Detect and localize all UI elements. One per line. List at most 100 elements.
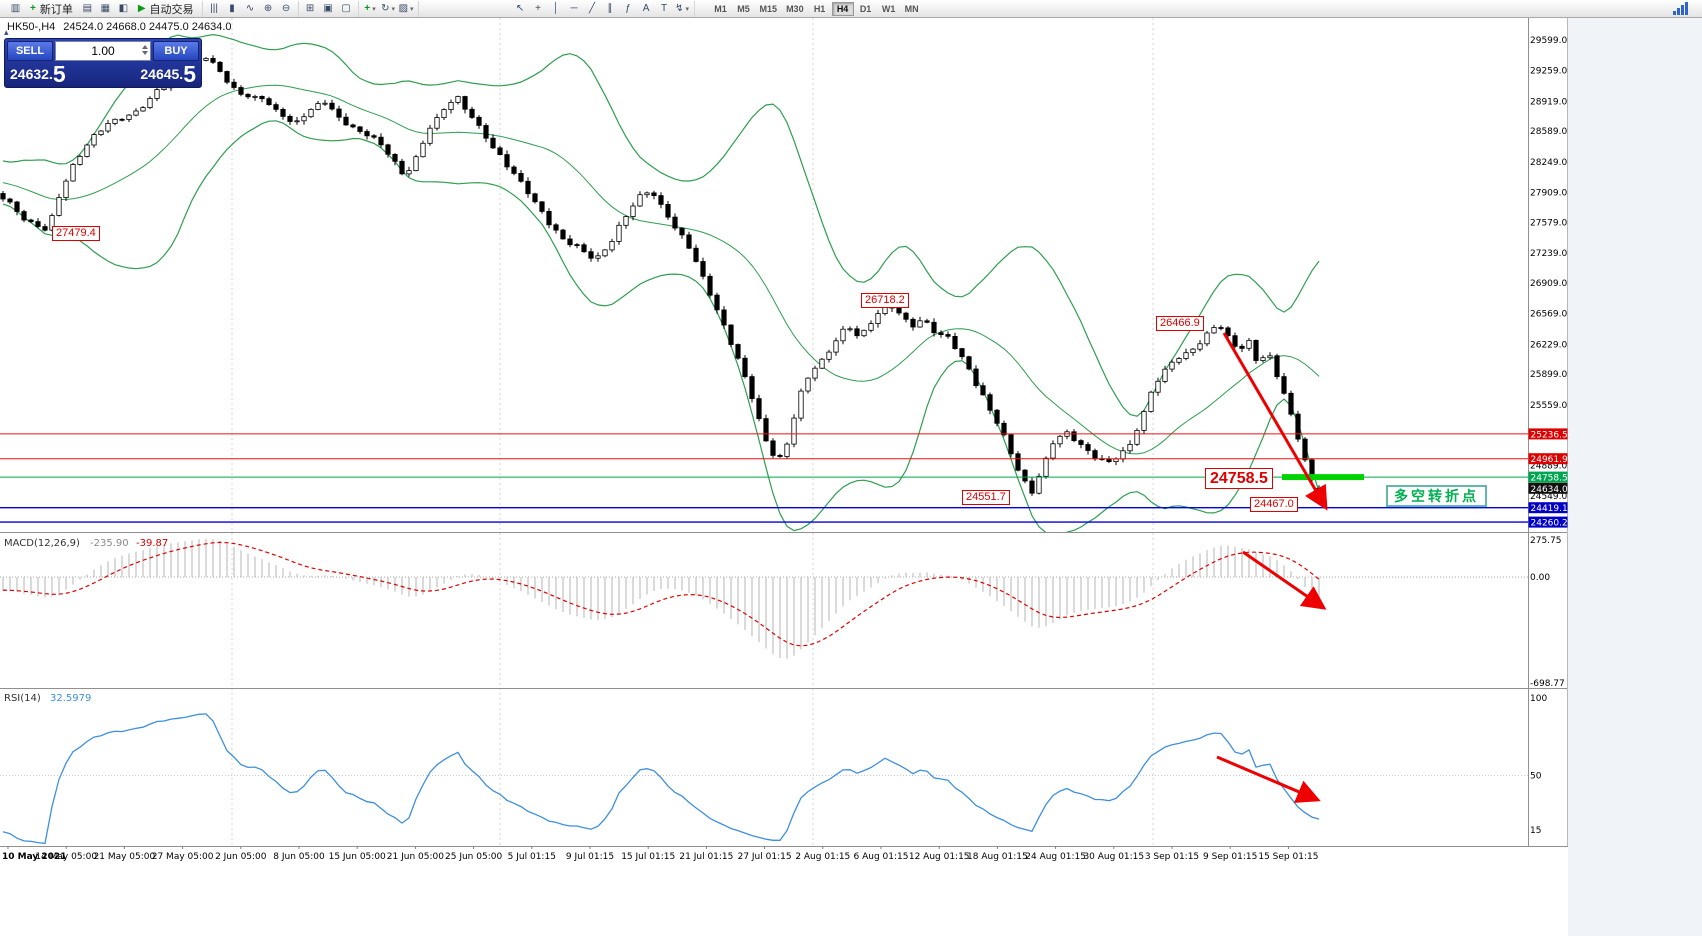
timeframe-button-MN[interactable]: MN (904, 3, 919, 14)
chart-objects[interactable] (1216, 332, 1364, 803)
rsi-scale-tick: 50 (1530, 772, 1542, 782)
windows-group: ⊞ ▣ ▢ (299, 0, 359, 17)
data-window-icon[interactable]: ▦ (97, 1, 114, 16)
price-scale-tag-value: 24758.5 (1531, 474, 1568, 484)
bollinger-middle-band (2, 84, 1320, 455)
periods-icon-caret-icon[interactable]: ▾ (391, 5, 395, 13)
rsi-line (2, 713, 1320, 845)
time-axis-label: 15 Jul 01:15 (621, 852, 675, 862)
chart-window-icon[interactable]: ▥ (7, 1, 24, 16)
cascade-windows-icon[interactable]: ▣ (320, 1, 337, 16)
text-label-icon[interactable]: T (656, 1, 673, 16)
periods-icon[interactable]: ↻ ▾ (380, 1, 397, 16)
zoom-in-icon[interactable]: ⊕ (260, 1, 277, 16)
arrange-windows-icon[interactable]: ▢ (338, 1, 355, 16)
zoom-in-icon: ⊕ (263, 2, 273, 14)
volume-field[interactable]: 1.00 (55, 41, 151, 61)
crosshair-icon[interactable]: + (530, 1, 547, 16)
indicators-icon[interactable]: + ▾ (362, 1, 379, 16)
text-icon[interactable]: A (638, 1, 655, 16)
timeframe-button-W1[interactable]: W1 (881, 3, 896, 14)
price-callout[interactable]: 26718.2 (861, 293, 909, 308)
timeframe-button-M1[interactable]: M1 (714, 3, 727, 14)
price-scale-tag-value: 24419.1 (1531, 504, 1568, 514)
volume-spinner-icon[interactable] (142, 45, 148, 55)
candlestick-chart-icon[interactable]: ▮ (224, 1, 241, 16)
arrows-icon[interactable]: ↯ ▾ (674, 1, 691, 16)
price-scale-tick: 26229.0 (1530, 340, 1567, 350)
line-chart-icon[interactable]: ∿ (242, 1, 259, 16)
time-axis-label: 27 May 05:00 (152, 852, 214, 862)
trend-arrow[interactable] (1216, 755, 1321, 803)
trend-arrow[interactable] (1222, 332, 1328, 511)
price-scale-tick: 28249.0 (1530, 158, 1567, 168)
zoom-out-icon[interactable]: ⊖ (278, 1, 295, 16)
price-callout-pivot[interactable]: 24758.5 (1205, 468, 1273, 489)
price-scale-tick: 26909.0 (1530, 279, 1567, 289)
time-axis-label: 21 Jul 01:15 (679, 852, 733, 862)
time-axis-label: 9 Sep 01:15 (1203, 852, 1257, 862)
time-axis-label: 12 Aug 01:15 (909, 852, 970, 862)
volume-value: 1.00 (91, 44, 115, 58)
period-separators (231, 18, 1154, 846)
price-scale-tick: 28919.0 (1530, 97, 1567, 107)
trendline-icon[interactable]: ╱ (584, 1, 601, 16)
fibonacci-icon[interactable]: ƒ (620, 1, 637, 16)
timeframe-button-D1[interactable]: D1 (859, 3, 872, 14)
price-callout[interactable]: 24551.7 (962, 490, 1010, 505)
indicators-icon-caret-icon[interactable]: ▾ (372, 5, 376, 13)
timeframe-button-H4[interactable]: H4 (831, 1, 854, 16)
line-chart-icon: ∿ (245, 2, 255, 14)
price-chart-pane[interactable] (0, 33, 1528, 536)
one-click-trading-panel: SELL 1.00 BUY 24632. 5 24645. 5 (4, 38, 202, 88)
rsi-scale-tick: 100 (1530, 694, 1547, 704)
arrows-icon-caret-icon[interactable]: ▾ (685, 5, 689, 13)
chart-ohlc-header: HK50-,H4 24524.0 24668.0 24475.0 24634.0 (7, 21, 232, 33)
vertical-line-icon: │ (552, 2, 560, 14)
turning-point-annotation[interactable]: 多空转折点 (1386, 485, 1487, 507)
timeframe-button-M30[interactable]: M30 (786, 3, 804, 14)
time-axis-label: 5 Jul 01:15 (508, 852, 556, 862)
timeframe-button-M5[interactable]: M5 (737, 3, 750, 14)
autotrading-button[interactable]: ▶ 自动交易 (133, 1, 199, 16)
buy-button[interactable]: BUY (153, 41, 199, 61)
price-callout[interactable]: 24467.0 (1250, 497, 1298, 512)
vertical-line-icon[interactable]: │ (548, 1, 565, 16)
rsi-pane[interactable] (0, 713, 1528, 845)
cursor-icon[interactable]: ↖ (512, 1, 529, 16)
timeframe-button-M15[interactable]: M15 (759, 3, 778, 14)
candlestick-chart-icon: ▮ (229, 2, 235, 14)
sell-button[interactable]: SELL (7, 41, 53, 61)
bar-chart-icon[interactable]: ||| (206, 1, 223, 16)
navigator-icon: ◧ (118, 2, 129, 14)
panel-collapse-icon[interactable]: ▴ (4, 27, 9, 37)
horizontal-line-icon[interactable]: ─ (566, 1, 583, 16)
trend-arrow[interactable] (1242, 550, 1327, 610)
price-scale-tag (1528, 428, 1568, 440)
highlight-bar[interactable] (1282, 474, 1364, 481)
chart-symbol-period: HK50-,H4 (7, 21, 56, 33)
channel-icon[interactable]: ∥ (602, 1, 619, 16)
new-order-icon: + (30, 2, 36, 14)
price-callout[interactable]: 27479.4 (52, 226, 100, 241)
templates-icon-caret-icon[interactable]: ▾ (410, 5, 414, 13)
macd-value-signal: -39.87 (136, 538, 168, 549)
market-watch-icon[interactable]: ▤ (79, 1, 96, 16)
price-scale[interactable]: 29599.0 29259.0 28919.0 28589.0 28249.0 27909… (1528, 36, 1568, 836)
time-axis-label: 2 Jun 05:00 (215, 852, 267, 862)
macd-scale-tick: 0.00 (1530, 573, 1550, 583)
navigator-icon[interactable]: ◧ (115, 1, 132, 16)
timeframe-button-H1[interactable]: H1 (813, 3, 826, 14)
price-scale-tag (1528, 482, 1568, 494)
price-callout[interactable]: 26466.9 (1156, 316, 1204, 331)
templates-icon[interactable]: ▨ ▾ (398, 1, 415, 16)
periods-icon: ↻ (381, 2, 390, 14)
text-icon: A (642, 2, 650, 14)
new-order-button[interactable]: + 新订单 (25, 1, 78, 16)
price-scale-tick: 28589.0 (1530, 127, 1567, 137)
tile-windows-icon[interactable]: ⊞ (302, 1, 319, 16)
rsi-label: RSI(14) (4, 693, 41, 704)
